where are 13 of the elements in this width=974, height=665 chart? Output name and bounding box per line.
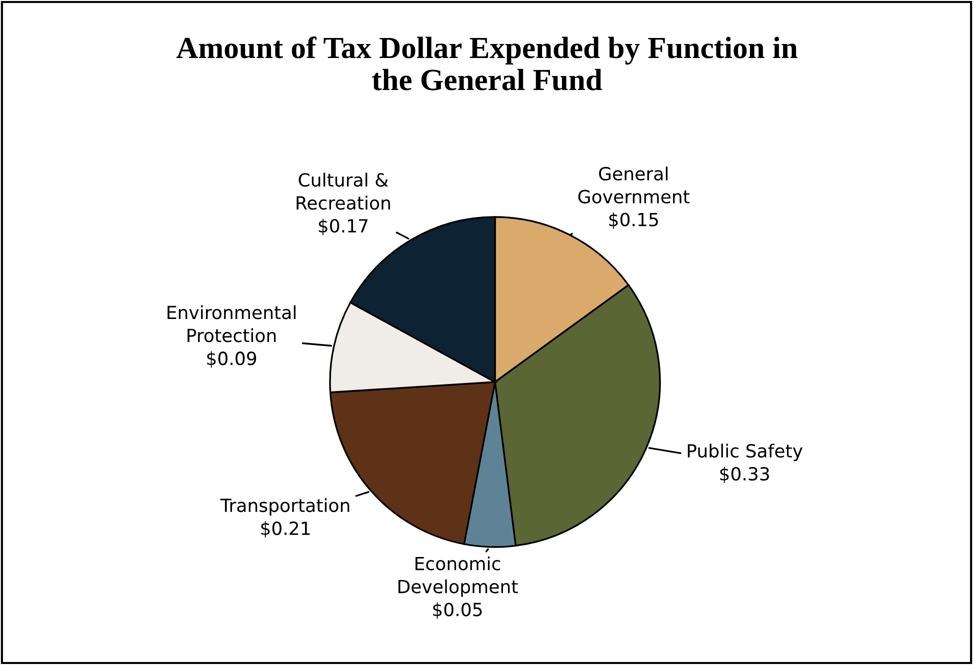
slice-label: General Government — [578, 166, 690, 204]
chart-title: Amount of Tax Dollar Expended by Function in the General Fund — [176, 36, 798, 90]
slice-label: Environmental Protection — [168, 305, 296, 342]
data-label: $0.05 — [433, 602, 482, 619]
data-label: $0.33 — [720, 466, 769, 484]
slice-label: Transportation — [220, 498, 350, 516]
slice-label: Public Safety — [688, 444, 802, 462]
slice-label: Economic Development — [398, 556, 518, 597]
data-label: $0.17 — [318, 218, 368, 236]
slice-label: Cultural & Recreation — [296, 172, 390, 210]
data-label: $0.21 — [261, 521, 310, 538]
data-label: $0.09 — [207, 351, 256, 368]
data-label: $0.15 — [609, 212, 658, 229]
